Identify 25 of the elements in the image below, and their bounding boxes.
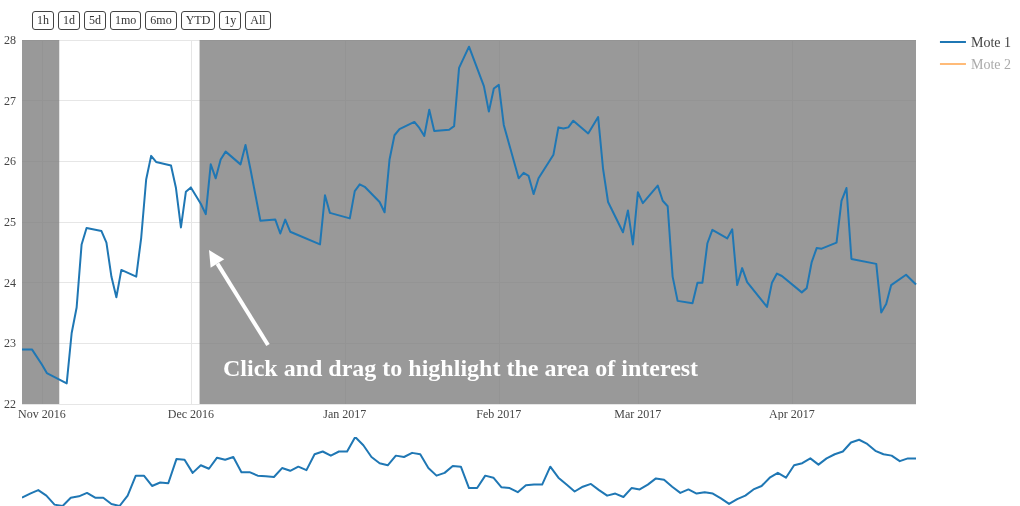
y-tick-label: 27 bbox=[4, 93, 16, 108]
text: 1mo bbox=[110, 11, 142, 30]
x-tick-label: Feb 2017 bbox=[476, 407, 522, 421]
text: 1h bbox=[32, 11, 54, 30]
x-tick-label: Mar 2017 bbox=[614, 407, 662, 421]
text: YTD bbox=[180, 11, 216, 30]
x-tick-label: Apr 2017 bbox=[769, 407, 815, 421]
y-tick-label: 22 bbox=[4, 397, 16, 411]
x-tick-label: Dec 2016 bbox=[167, 407, 215, 421]
legend-label: Mote 2 bbox=[970, 56, 1012, 72]
y-tick-label: 24 bbox=[4, 275, 16, 290]
text: All bbox=[245, 11, 271, 30]
annotation: Click and drag to highlight the area of interest bbox=[223, 355, 699, 381]
y-tick-label: 25 bbox=[4, 215, 16, 229]
y-tick-label: 28 bbox=[4, 33, 16, 47]
text: 1d bbox=[58, 11, 80, 30]
y-tick-label: 26 bbox=[4, 154, 16, 169]
x-tick-label: Jan 2017 bbox=[323, 407, 367, 421]
x-tick-label: Nov 2016 bbox=[18, 407, 66, 421]
text: 5d bbox=[84, 11, 106, 30]
legend-label: Mote 1 bbox=[970, 34, 1012, 50]
text: 1y bbox=[219, 11, 242, 30]
line-series bbox=[21, 45, 917, 385]
text: 6mo bbox=[145, 11, 177, 30]
y-tick-label: 23 bbox=[4, 336, 16, 351]
